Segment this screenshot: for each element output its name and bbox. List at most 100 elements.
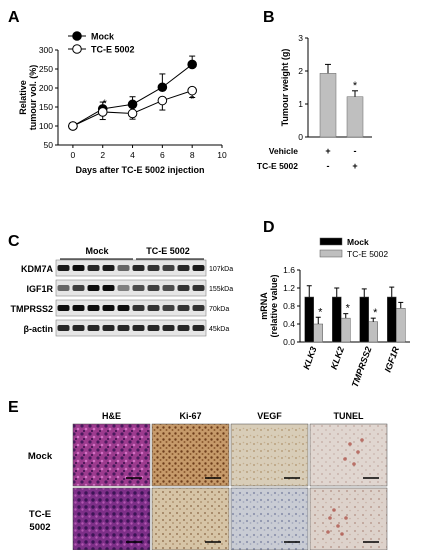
blot-band — [177, 285, 190, 291]
tunel-stain — [343, 457, 347, 461]
histo-row-label: 5002 — [29, 522, 50, 533]
blot-band — [117, 305, 130, 311]
blot-band — [147, 265, 160, 271]
blot-strip — [55, 259, 207, 277]
tunel-stain — [328, 516, 332, 520]
d-y-tick-label: 0.0 — [283, 337, 295, 347]
d-y-tick-label: 1.2 — [283, 283, 295, 293]
d-significance-star: * — [318, 306, 323, 318]
blot-protein-label: TMPRSS2 — [10, 304, 53, 314]
tunel-stain — [352, 462, 356, 466]
tunel-stain — [348, 442, 352, 446]
a-data-point — [157, 82, 168, 93]
histology-grid: H&E Ki-67 VEGF TUNEL Mock TC-E 5002 — [28, 411, 388, 550]
a-x-tick-label: 8 — [190, 150, 195, 160]
blot-band — [177, 325, 190, 331]
a-x-tick-label: 2 — [100, 150, 105, 160]
blot-group-label: TC-E 5002 — [146, 246, 190, 256]
tunel-stain — [326, 530, 330, 534]
blot-band — [117, 325, 130, 331]
histo-image — [72, 423, 151, 487]
b-y-tick-label: 2 — [298, 66, 303, 76]
blot-band — [102, 305, 115, 311]
blot-band — [102, 265, 115, 271]
tunel-stain — [332, 508, 336, 512]
blot-band — [72, 325, 85, 331]
blot-band — [57, 265, 70, 271]
a-data-point — [127, 99, 138, 110]
blot-strip — [55, 299, 207, 317]
legend-marker — [72, 44, 82, 54]
a-data-point — [187, 59, 197, 70]
chart-b: 0 1 2 3 Tumour weight (g) * Vehicle + - TC-E 5002… — [257, 33, 372, 171]
a-y-tick-label: 50 — [44, 140, 54, 150]
histo-row-label: Mock — [28, 451, 53, 462]
d-y-tick-label: 0.8 — [283, 301, 295, 311]
legend-marker — [72, 31, 82, 41]
blot-band — [87, 285, 100, 291]
a-data-point — [68, 121, 78, 131]
d-legend-label: TC-E 5002 — [347, 249, 388, 259]
a-y-tick-label: 300 — [39, 45, 53, 55]
a-x-tick-label: 4 — [130, 150, 135, 160]
blot-band — [192, 305, 205, 311]
blot-band — [147, 325, 160, 331]
b-condition-sign: - — [327, 161, 330, 171]
blot-band — [57, 305, 70, 311]
a-data-point — [97, 107, 108, 117]
blot-size-label: 155kDa — [209, 286, 233, 293]
blot-band — [162, 325, 175, 331]
d-y-axis-label: mRNA — [259, 292, 269, 320]
d-y-tick-label: 0.4 — [283, 319, 295, 329]
blot-band — [87, 325, 100, 331]
d-significance-star: * — [346, 303, 351, 315]
blot-band — [132, 285, 145, 291]
histo-column-label: VEGF — [257, 411, 282, 421]
blot-size-label: 70kDa — [209, 306, 229, 313]
chart-a: 50 100 150 200 250 300 0 2 4 6 8 10 Days after TC-E … — [18, 31, 227, 175]
d-y-axis-label: (relative value) — [269, 274, 279, 337]
d-bar — [341, 317, 351, 343]
a-y-tick-label: 150 — [39, 102, 53, 112]
blot-strip — [55, 319, 207, 337]
b-y-tick-label: 1 — [298, 99, 303, 109]
legend-label: TC-E 5002 — [91, 45, 135, 55]
blot-band — [102, 325, 115, 331]
histo-image — [309, 423, 388, 487]
d-bar — [396, 308, 406, 343]
blot-band — [147, 305, 160, 311]
tunel-stain — [360, 438, 364, 442]
b-bar — [319, 73, 337, 138]
b-bar — [346, 96, 364, 138]
panel-label-d: D — [263, 219, 275, 236]
blot-band — [102, 285, 115, 291]
a-y-tick-label: 200 — [39, 83, 53, 93]
a-data-point — [127, 108, 138, 119]
a-y-tick-label: 250 — [39, 64, 53, 74]
chart-d: 0.0 0.4 0.8 1.2 1.6 mRNA (relative value) * KLK3… — [259, 237, 410, 389]
histo-image — [151, 487, 230, 550]
blot-band — [162, 265, 175, 271]
d-legend-swatch — [319, 237, 343, 246]
d-legend-label: Mock — [347, 237, 369, 247]
d-category-label: TMPRSS2 — [350, 345, 374, 388]
histo-row-label: TC-E — [29, 509, 51, 520]
histo-image — [151, 423, 230, 487]
blot-protein-label: KDM7A — [21, 264, 54, 274]
blot-band — [72, 285, 85, 291]
histo-column-label: Ki-67 — [179, 411, 201, 421]
b-condition-label: TC-E 5002 — [257, 161, 298, 171]
histo-column-label: H&E — [102, 411, 121, 421]
blot-band — [177, 305, 190, 311]
d-bar — [332, 296, 342, 343]
blot-band — [57, 285, 70, 291]
blot-band — [192, 285, 205, 291]
legend-label: Mock — [91, 32, 115, 42]
blot-band — [132, 265, 145, 271]
blot-protein-label: β-actin — [24, 324, 54, 334]
blot-band — [132, 305, 145, 311]
a-significance-star: * — [190, 93, 195, 105]
d-y-tick-label: 1.6 — [283, 265, 295, 275]
a-x-tick-label: 6 — [160, 150, 165, 160]
